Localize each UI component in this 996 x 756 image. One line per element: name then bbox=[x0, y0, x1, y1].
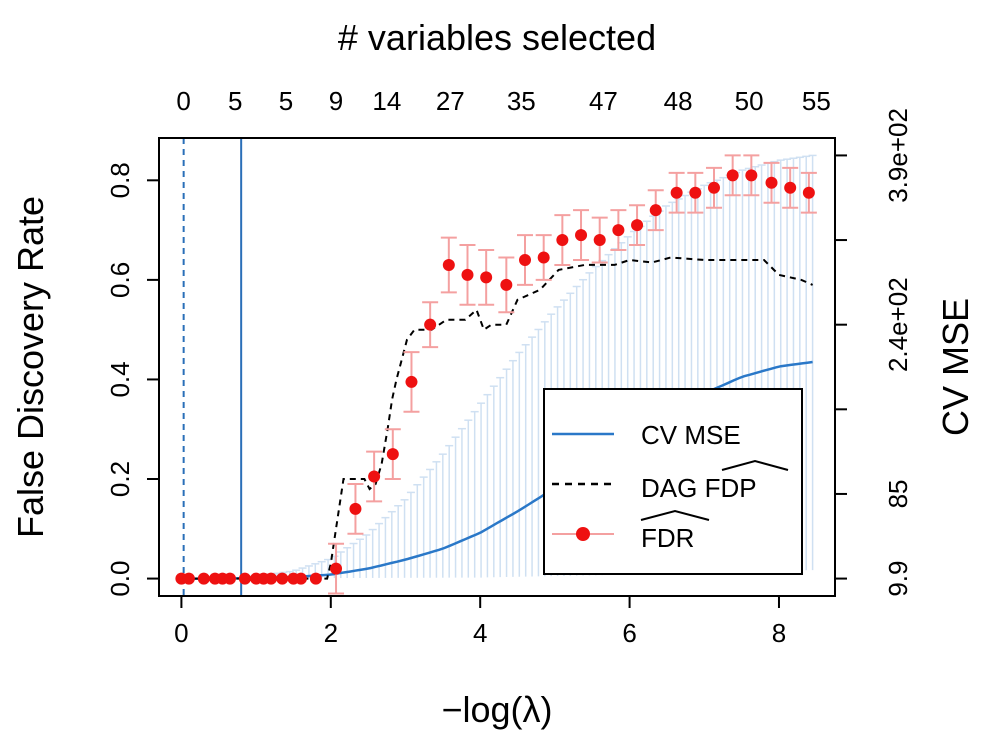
y-tick-label: 0.0 bbox=[105, 560, 135, 596]
top-tick-label: 48 bbox=[664, 86, 693, 116]
fdr-point bbox=[745, 169, 758, 182]
fdr-point bbox=[575, 229, 588, 242]
fdr-point bbox=[309, 572, 322, 585]
fdr-point bbox=[386, 448, 399, 461]
fdr-point bbox=[631, 219, 644, 232]
y2-axis-title: CV MSE bbox=[935, 298, 976, 436]
x-tick-label: 6 bbox=[622, 618, 636, 648]
x-tick-label: 8 bbox=[772, 618, 786, 648]
top-tick-label: 50 bbox=[735, 86, 764, 116]
fdr-point bbox=[689, 186, 702, 199]
y-tick-label: 0.4 bbox=[105, 361, 135, 397]
fdr-point bbox=[519, 253, 532, 266]
legend-box bbox=[543, 388, 803, 575]
legend-label-dag-fdp: DAG FDP bbox=[641, 473, 757, 503]
fdr-point bbox=[330, 562, 343, 575]
fdr-point bbox=[182, 572, 195, 585]
fdr-point bbox=[593, 234, 606, 247]
y-axis-title: False Discovery Rate bbox=[10, 196, 51, 538]
dag-fdp-series bbox=[181, 256, 814, 580]
top-tick-label: 55 bbox=[802, 86, 831, 116]
plot-frame bbox=[158, 137, 836, 597]
fdr-point bbox=[223, 572, 236, 585]
top-tick-label: 9 bbox=[329, 86, 343, 116]
dag-fdp-line bbox=[181, 256, 814, 580]
top-tick-label: 0 bbox=[176, 86, 190, 116]
legend-hat-fdr bbox=[640, 509, 710, 521]
fdr-point bbox=[802, 186, 815, 199]
legend-hat-fdp bbox=[721, 459, 789, 471]
chart-title: # variables selected bbox=[338, 17, 656, 58]
fdr-point bbox=[238, 572, 251, 585]
fdr-point bbox=[294, 572, 307, 585]
fdr-point bbox=[649, 204, 662, 217]
right-axis: 9.9 85 2.4e+02 3.9e+02 bbox=[835, 108, 913, 597]
x-axis: 0 2 4 6 8 bbox=[174, 596, 786, 648]
fdr-point bbox=[500, 278, 513, 291]
right-tick-label: 85 bbox=[883, 479, 913, 508]
legend-label-fdr: FDR bbox=[641, 523, 694, 553]
fdr-point bbox=[556, 234, 569, 247]
fdr-point bbox=[537, 251, 550, 264]
selection-lines bbox=[182, 138, 243, 596]
fdr-point bbox=[405, 375, 418, 388]
fdr-point bbox=[197, 572, 210, 585]
y-axis: 0.0 0.2 0.4 0.6 0.8 bbox=[105, 162, 159, 597]
fdr-point bbox=[707, 181, 720, 194]
top-axis: 0 5 5 9 14 27 35 47 48 50 55 bbox=[176, 86, 830, 116]
fdr-point bbox=[784, 181, 797, 194]
legend-label-cv-mse: CV MSE bbox=[641, 420, 741, 450]
y-tick-label: 0.8 bbox=[105, 162, 135, 198]
fdr-point bbox=[461, 268, 474, 281]
fdr-point bbox=[424, 318, 437, 331]
fdr-point bbox=[265, 572, 278, 585]
fdr-series bbox=[175, 154, 817, 595]
legend-label-fdp-hat: FDP bbox=[705, 473, 757, 503]
fdr-point bbox=[670, 186, 683, 199]
top-tick-label: 5 bbox=[228, 86, 242, 116]
right-tick-label: 9.9 bbox=[883, 560, 913, 596]
right-tick-label: 2.4e+02 bbox=[883, 277, 913, 372]
fdr-point bbox=[442, 258, 455, 271]
x-tick-label: 2 bbox=[324, 618, 338, 648]
fdr-point bbox=[726, 169, 739, 182]
top-tick-label: 5 bbox=[279, 86, 293, 116]
fdr-point bbox=[765, 176, 778, 189]
top-tick-label: 35 bbox=[507, 86, 536, 116]
y-tick-label: 0.2 bbox=[105, 461, 135, 497]
x-tick-label: 4 bbox=[473, 618, 487, 648]
top-tick-label: 14 bbox=[372, 86, 401, 116]
legend-swatch-fdr-point bbox=[576, 527, 590, 541]
fdr-point bbox=[612, 224, 625, 237]
x-axis-title: −log(λ) bbox=[441, 689, 552, 730]
legend-label-dag: DAG bbox=[641, 473, 705, 503]
fdr-point bbox=[480, 271, 493, 284]
right-tick-label: 3.9e+02 bbox=[883, 108, 913, 203]
x-tick-label: 0 bbox=[174, 618, 188, 648]
fdr-point bbox=[349, 502, 362, 515]
fdr-point bbox=[276, 572, 289, 585]
top-tick-label: 27 bbox=[436, 86, 465, 116]
y-tick-label: 0.6 bbox=[105, 262, 135, 298]
legend: CV MSE DAG FDP FDR bbox=[543, 388, 803, 575]
fdr-point bbox=[368, 470, 381, 483]
top-tick-label: 47 bbox=[589, 86, 618, 116]
